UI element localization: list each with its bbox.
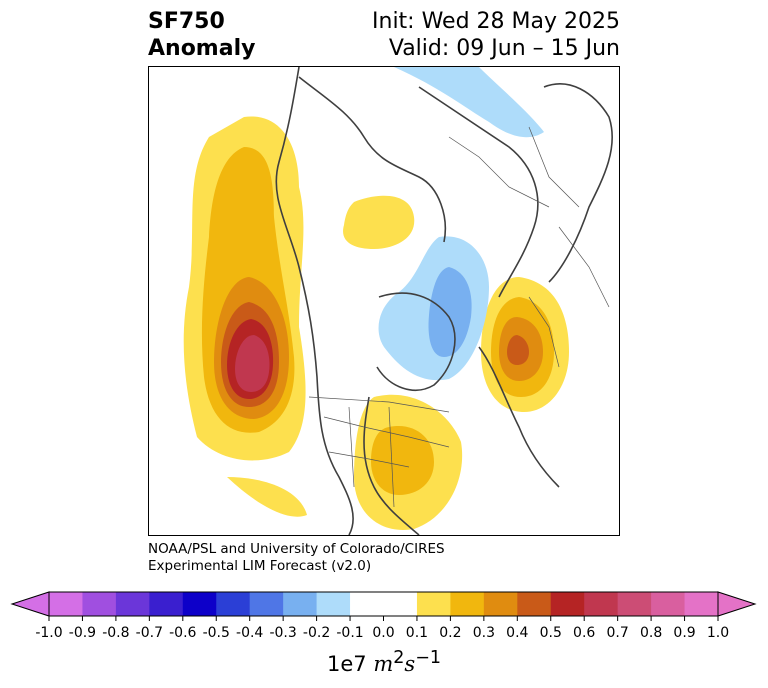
- colorbar-segment: [517, 592, 552, 616]
- colorbar-tick-label: 0.3: [472, 625, 495, 641]
- colorbar-segment: [350, 592, 384, 616]
- anomaly-greenland: [378, 236, 489, 381]
- colorbar-tick-label: -0.9: [68, 625, 97, 641]
- colorbar-tick-label: -0.1: [336, 625, 364, 641]
- anomaly-map: [148, 66, 620, 536]
- political-borders: [308, 126, 610, 508]
- colorbar-tick-label: 0.4: [506, 625, 529, 641]
- units-exp2: 2: [393, 648, 405, 668]
- colorbar-segment: [550, 592, 585, 616]
- colorbar-segment: [383, 592, 418, 616]
- title-anomaly: Anomaly: [148, 36, 256, 61]
- colorbar-segment: [82, 592, 117, 616]
- colorbar-segment: [617, 592, 652, 616]
- colorbar-segment: [416, 592, 451, 616]
- anomaly-siberia: [394, 67, 544, 138]
- colorbar-segment: [216, 592, 251, 616]
- colorbar-tick-label: -0.7: [135, 625, 164, 641]
- colorbar-tick-label: 0.0: [372, 625, 395, 641]
- colorbar-tick-label: -0.4: [236, 625, 264, 641]
- colorbar-tick-label: 0.1: [405, 625, 429, 641]
- colorbar-segment: [483, 592, 518, 616]
- credit-line2: Experimental LIM Forecast (v2.0): [148, 558, 372, 574]
- coastlines: [275, 67, 613, 535]
- colorbar-extend-min: [10, 591, 50, 617]
- forecast-dates: Init: Wed 28 May 2025 Valid: 09 Jun – 15…: [372, 8, 620, 62]
- colorbar-tick-label: 0.2: [439, 625, 462, 641]
- units-prefix: 1e7: [327, 652, 367, 676]
- units-m: m: [373, 652, 394, 676]
- colorbar-extend-max: [717, 591, 757, 617]
- colorbar-segment: [283, 592, 318, 616]
- colorbar-segment: [249, 592, 284, 616]
- colorbar-tick-label: 1.0: [706, 625, 730, 641]
- colorbar-segment: [115, 592, 150, 616]
- colorbar-units: 1e7 m2s−1: [0, 648, 768, 676]
- colorbar-tick-label: -0.8: [102, 625, 130, 641]
- colorbar-segment: [49, 592, 83, 616]
- colorbar-segment: [584, 592, 619, 616]
- colorbar-tick-label: -0.6: [169, 625, 197, 641]
- colorbar-tick-label: -0.2: [302, 625, 331, 641]
- map-canvas: [183, 67, 613, 535]
- credit-line1: NOAA/PSL and University of Colorado/CIRE…: [148, 541, 445, 557]
- colorbar-tick-label: 0.7: [606, 625, 629, 641]
- init-date: Init: Wed 28 May 2025: [372, 9, 620, 34]
- units-s: s: [404, 652, 416, 676]
- anomaly-arctic: [343, 195, 415, 249]
- anomaly-western-europe: [481, 277, 569, 412]
- colorbar: [10, 591, 757, 621]
- valid-range: Valid: 09 Jun – 15 Jun: [388, 36, 620, 61]
- colorbar-tick-label: -0.5: [202, 625, 230, 641]
- colorbar-segment: [182, 592, 217, 616]
- title-variable: SF750: [148, 9, 225, 34]
- map-title: SF750 Anomaly: [148, 8, 255, 62]
- colorbar-tick-label: 0.5: [539, 625, 562, 641]
- colorbar-segment: [450, 592, 485, 616]
- colorbar-tick-label: -0.3: [269, 625, 297, 641]
- colorbar-segment: [684, 592, 719, 616]
- colorbar-tick-label: 0.8: [639, 625, 663, 641]
- colorbar-segment: [149, 592, 184, 616]
- colorbar-segment: [651, 592, 686, 616]
- colorbar-tick-label: -1.0: [35, 625, 63, 641]
- colorbar-tick-label: 0.9: [673, 625, 696, 641]
- data-credit: NOAA/PSL and University of Colorado/CIRE…: [148, 541, 445, 575]
- units-exp-neg1: −1: [415, 648, 441, 668]
- colorbar-tick-label: 0.6: [573, 625, 596, 641]
- anomaly-eastern-us: [354, 394, 463, 530]
- colorbar-segment: [316, 592, 351, 616]
- anomaly-ne-pacific: [183, 116, 307, 517]
